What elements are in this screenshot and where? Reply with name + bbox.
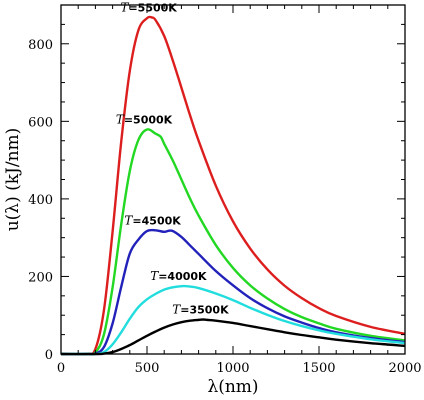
y-axis-title: u(λ) (kJ/nm) [3, 128, 23, 232]
y-tick-label: 400 [28, 193, 53, 208]
series-line-5000k [60, 128, 406, 356]
x-tick-label: 2000 [388, 361, 421, 376]
x-axis-title: λ(nm) [207, 377, 258, 397]
y-tick-label: 200 [28, 270, 53, 285]
y-tick-label: 800 [28, 38, 53, 53]
series-label-4500k: T=4500K [124, 213, 181, 227]
series-line-3500k [60, 318, 406, 356]
series-line-4000k [60, 284, 406, 356]
curves-layer [60, 15, 406, 356]
series-label-3500k: T=3500K [172, 302, 229, 316]
series-label-5500k: T=5500K [120, 0, 177, 14]
series-line-5500k [60, 15, 406, 356]
series-label-5000k: T=5000K [116, 112, 173, 126]
x-tick-label: 0 [57, 361, 65, 376]
y-tick-label: 0 [45, 348, 53, 363]
x-tick-label: 1000 [216, 361, 249, 376]
ticks-layer: 0 500 1000 1500 2000 0 200 400 600 800 [28, 5, 422, 376]
y-tick-label: 600 [28, 115, 53, 130]
x-tick-label: 500 [135, 361, 160, 376]
plot-frame [60, 4, 406, 355]
x-tick-label: 1500 [302, 361, 335, 376]
series-line-4500k [60, 228, 406, 356]
series-label-4000k: T=4000K [150, 269, 207, 283]
